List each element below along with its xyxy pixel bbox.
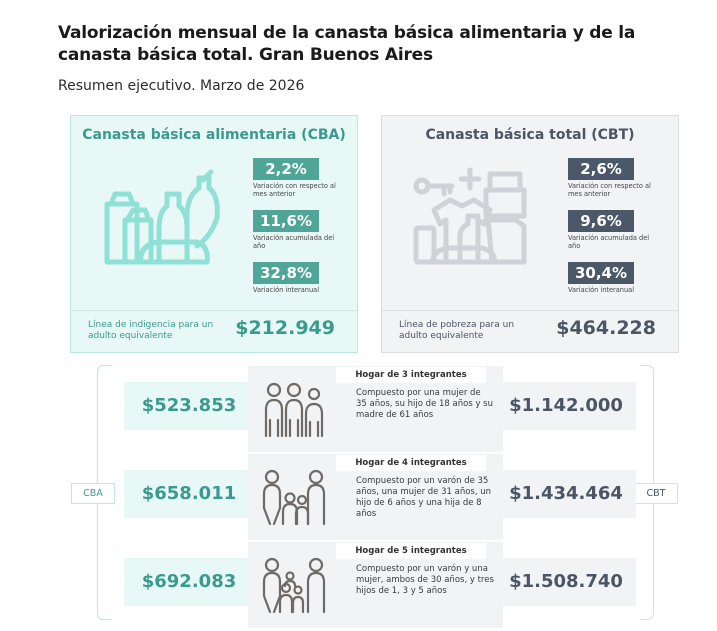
- household-3-cbt-bg: [496, 382, 636, 430]
- cba-stat-monthly: 2,2% Variación con respecto al mes anter…: [253, 158, 343, 198]
- household-4-info: Hogar de 4 integrantes Compuesto por un …: [248, 454, 503, 540]
- household-5-cba-value: $692.083: [141, 571, 237, 592]
- household-4-cbt-bg: [496, 470, 636, 518]
- cba-card: Canasta básica alimentaria (CBA) 2,2% Va…: [70, 115, 358, 353]
- household-5-cbt-bg: [496, 558, 636, 606]
- cbt-stat-yearly-value: 30,4%: [568, 262, 634, 284]
- cbt-footer-label: Línea de pobreza para un adulto equivale…: [399, 320, 515, 341]
- household-4-title: Hogar de 4 integrantes: [336, 455, 486, 471]
- household-5-description: Compuesto por un varón y una mujer, ambo…: [356, 564, 494, 596]
- cba-stat-yearly-value: 32,8%: [253, 262, 319, 284]
- household-5-info: Hogar de 5 integrantes Compuesto por un …: [248, 542, 503, 628]
- cbt-footer-value: $464.228: [556, 317, 656, 339]
- cbt-stat-yearly: 30,4% Variación interanual: [568, 262, 658, 294]
- cbt-stat-accumulated-value: 9,6%: [568, 210, 634, 232]
- household-row-4: $658.011 Hogar de 4 integrantes Compuest…: [120, 454, 638, 540]
- household-row-5: $692.083 Hogar de 5 integrantes Compuest…: [120, 542, 638, 628]
- cba-footer-label: Línea de indigencia para un adulto equiv…: [88, 320, 214, 341]
- cbt-card-title: Canasta básica total (CBT): [425, 127, 635, 143]
- household-5-cbt-value: $1.508.740: [509, 571, 623, 592]
- goods-basket-icon: [413, 167, 527, 265]
- cba-stat-accumulated: 11,6% Variación acumulada del año: [253, 210, 343, 250]
- household-5-cba-bg: [124, 558, 254, 606]
- food-basket-icon: [104, 169, 220, 265]
- cba-stat-monthly-label: Variación con respecto al mes anterior: [253, 182, 336, 198]
- cbt-stat-monthly-value: 2,6%: [568, 158, 634, 180]
- cbt-stat-monthly-label: Variación con respecto al mes anterior: [568, 182, 651, 198]
- household-3-cba-value: $523.853: [141, 395, 237, 416]
- cbt-stat-accumulated: 9,6% Variación acumulada del año: [568, 210, 658, 250]
- household-5-title: Hogar de 5 integrantes: [336, 543, 486, 559]
- page-title: Valorización mensual de la canasta básic…: [58, 23, 636, 65]
- cbt-card: Canasta básica total (CBT) 2,6% Variació…: [381, 115, 679, 353]
- household-3-info: Hogar de 3 integrantes Compuesto por una…: [248, 366, 503, 452]
- household-4-description: Compuesto por un varón de 35 años, una m…: [356, 476, 492, 519]
- household-4-cba-value: $658.011: [141, 483, 237, 504]
- cba-card-title: Canasta básica alimentaria (CBA): [82, 127, 346, 143]
- cba-stat-accumulated-value: 11,6%: [253, 210, 319, 232]
- cbt-card-footer: Línea de pobreza para un adulto equivale…: [382, 310, 678, 352]
- cba-side-tag: CBA: [71, 483, 115, 504]
- cba-stat-accumulated-label: Variación acumulada del año: [253, 234, 335, 250]
- cbt-stat-accumulated-label: Variación acumulada del año: [568, 234, 650, 250]
- cba-footer-value: $212.949: [235, 317, 335, 339]
- cba-stat-monthly-value: 2,2%: [253, 158, 319, 180]
- cba-stat-yearly-label: Variación interanual: [253, 286, 320, 294]
- cbt-stat-yearly-label: Variación interanual: [568, 286, 635, 294]
- family-5-icon: [262, 557, 326, 614]
- household-4-cbt-value: $1.434.464: [509, 483, 623, 504]
- page-subtitle: Resumen ejecutivo. Marzo de 2026: [58, 78, 305, 94]
- household-row-3: $523.853 Hogar de 3 integrantes Compuest…: [120, 366, 638, 452]
- family-4-icon: [262, 469, 326, 526]
- household-3-cbt-value: $1.142.000: [509, 395, 623, 416]
- household-3-cba-bg: [124, 382, 254, 430]
- household-3-description: Compuesto por una mujer de 35 años, su h…: [356, 388, 493, 420]
- cbt-side-tag: CBT: [634, 483, 678, 504]
- cba-stat-yearly: 32,8% Variación interanual: [253, 262, 343, 294]
- cba-card-footer: Línea de indigencia para un adulto equiv…: [71, 310, 357, 352]
- cbt-stat-monthly: 2,6% Variación con respecto al mes anter…: [568, 158, 658, 198]
- household-4-cba-bg: [124, 470, 254, 518]
- family-3-icon: [264, 382, 324, 438]
- household-3-title: Hogar de 3 integrantes: [336, 367, 486, 383]
